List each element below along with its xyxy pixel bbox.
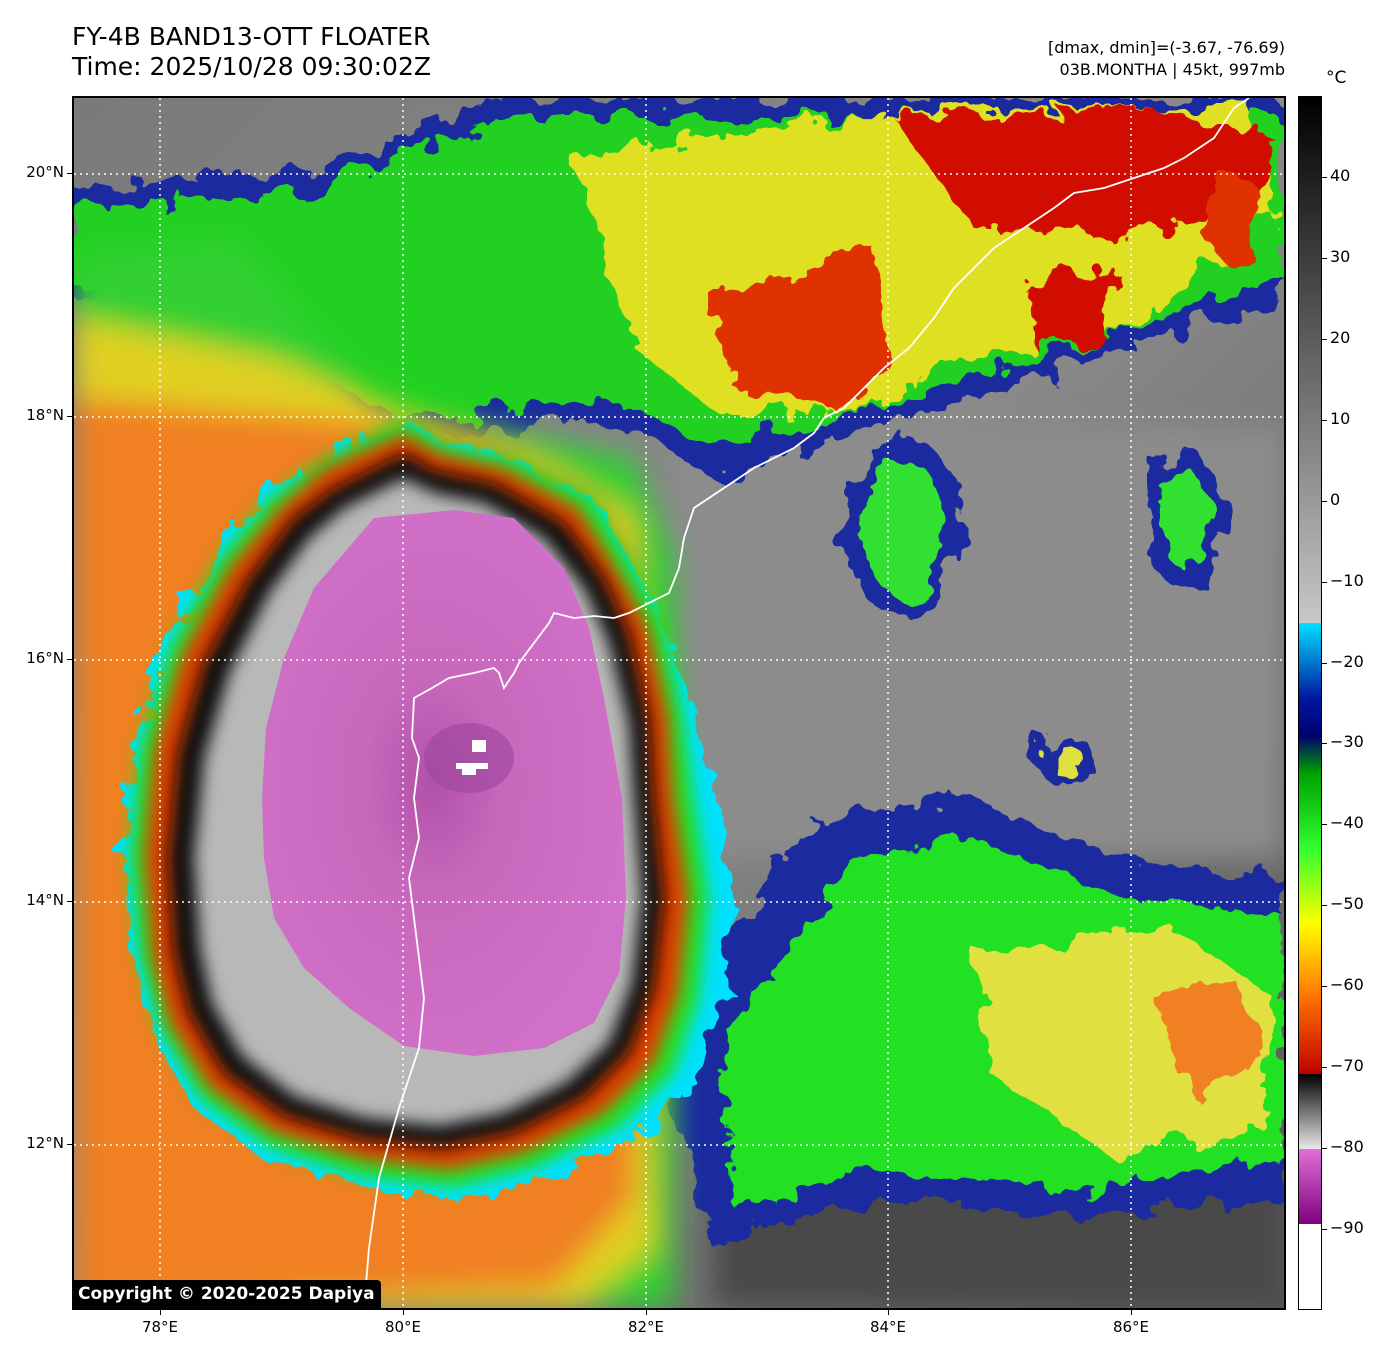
colorbar-tick-mark bbox=[1322, 824, 1327, 826]
lat-label-16n: 16°N bbox=[26, 649, 64, 667]
map-canvas bbox=[74, 98, 1284, 1308]
data-range-label: [dmax, dmin]=(-3.67, -76.69) bbox=[1047, 38, 1285, 57]
scattered-convective-cells bbox=[844, 173, 1264, 783]
colorbar-tick-mark bbox=[1322, 662, 1327, 664]
colorbar-tick-mark bbox=[1322, 905, 1327, 907]
colorbar-tick-label: −60 bbox=[1330, 975, 1364, 995]
colorbar-tick-mark bbox=[1322, 500, 1327, 502]
colorbar-tick-mark bbox=[1322, 176, 1327, 178]
copyright-badge: Copyright © 2020-2025 Dapiya bbox=[72, 1280, 381, 1308]
colorbar-tick-label: −20 bbox=[1330, 651, 1364, 671]
colorbar-tick-mark bbox=[1322, 986, 1327, 988]
title-line-2: Time: 2025/10/28 09:30:02Z bbox=[72, 52, 431, 81]
southeast-cloud-mass bbox=[674, 798, 1284, 1248]
colorbar-tick-mark bbox=[1322, 338, 1327, 340]
colorbar-unit: °C bbox=[1326, 68, 1347, 88]
colorbar-tick-mark bbox=[1322, 581, 1327, 583]
lat-label-20n: 20°N bbox=[26, 163, 64, 181]
storm-info-label: 03B.MONTHA | 45kt, 997mb bbox=[1059, 60, 1285, 79]
colorbar-tick-mark bbox=[1322, 419, 1327, 421]
colorbar-tick-label: 30 bbox=[1330, 246, 1351, 266]
colorbar-tick-label: −40 bbox=[1330, 813, 1364, 833]
colorbar-tick-mark bbox=[1322, 1229, 1327, 1231]
colorbar-tick-mark bbox=[1322, 743, 1327, 745]
coastline bbox=[363, 98, 1250, 1308]
colorbar-tick-label: −10 bbox=[1330, 570, 1364, 590]
colorbar-tick-label: −80 bbox=[1330, 1137, 1364, 1157]
colorbar-tick-label: 10 bbox=[1330, 408, 1351, 428]
colorbar-tick-label: 20 bbox=[1330, 327, 1351, 347]
coldest-core bbox=[424, 723, 514, 793]
colorbar-tick-label: −90 bbox=[1330, 1218, 1364, 1238]
colorbar-tick-label: 0 bbox=[1330, 489, 1341, 509]
colorbar-tick-label: −70 bbox=[1330, 1056, 1364, 1076]
lat-label-14n: 14°N bbox=[26, 891, 64, 909]
lon-label-82e: 82°E bbox=[627, 1318, 665, 1336]
lat-label-18n: 18°N bbox=[26, 406, 64, 424]
colorbar-tick-mark bbox=[1322, 1067, 1327, 1069]
colorbar-tick-label: 40 bbox=[1330, 165, 1351, 185]
northern-cloud-band bbox=[74, 98, 1284, 478]
title-line-1: FY-4B BAND13-OTT FLOATER bbox=[72, 22, 431, 51]
colorbar-tick-mark bbox=[1322, 257, 1327, 259]
lon-label-78e: 78°E bbox=[141, 1318, 179, 1336]
temperature-colorbar bbox=[1298, 96, 1322, 1310]
lon-label-80e: 80°E bbox=[384, 1318, 422, 1336]
graticule bbox=[74, 98, 1284, 1308]
lon-label-84e: 84°E bbox=[869, 1318, 907, 1336]
colorbar-tick-label: −50 bbox=[1330, 894, 1364, 914]
lat-label-12n: 12°N bbox=[26, 1134, 64, 1152]
lon-label-86e: 86°E bbox=[1112, 1318, 1150, 1336]
colorbar-tick-label: −30 bbox=[1330, 732, 1364, 752]
colorbar-tick-mark bbox=[1322, 1148, 1327, 1150]
satellite-map[interactable] bbox=[72, 96, 1286, 1310]
